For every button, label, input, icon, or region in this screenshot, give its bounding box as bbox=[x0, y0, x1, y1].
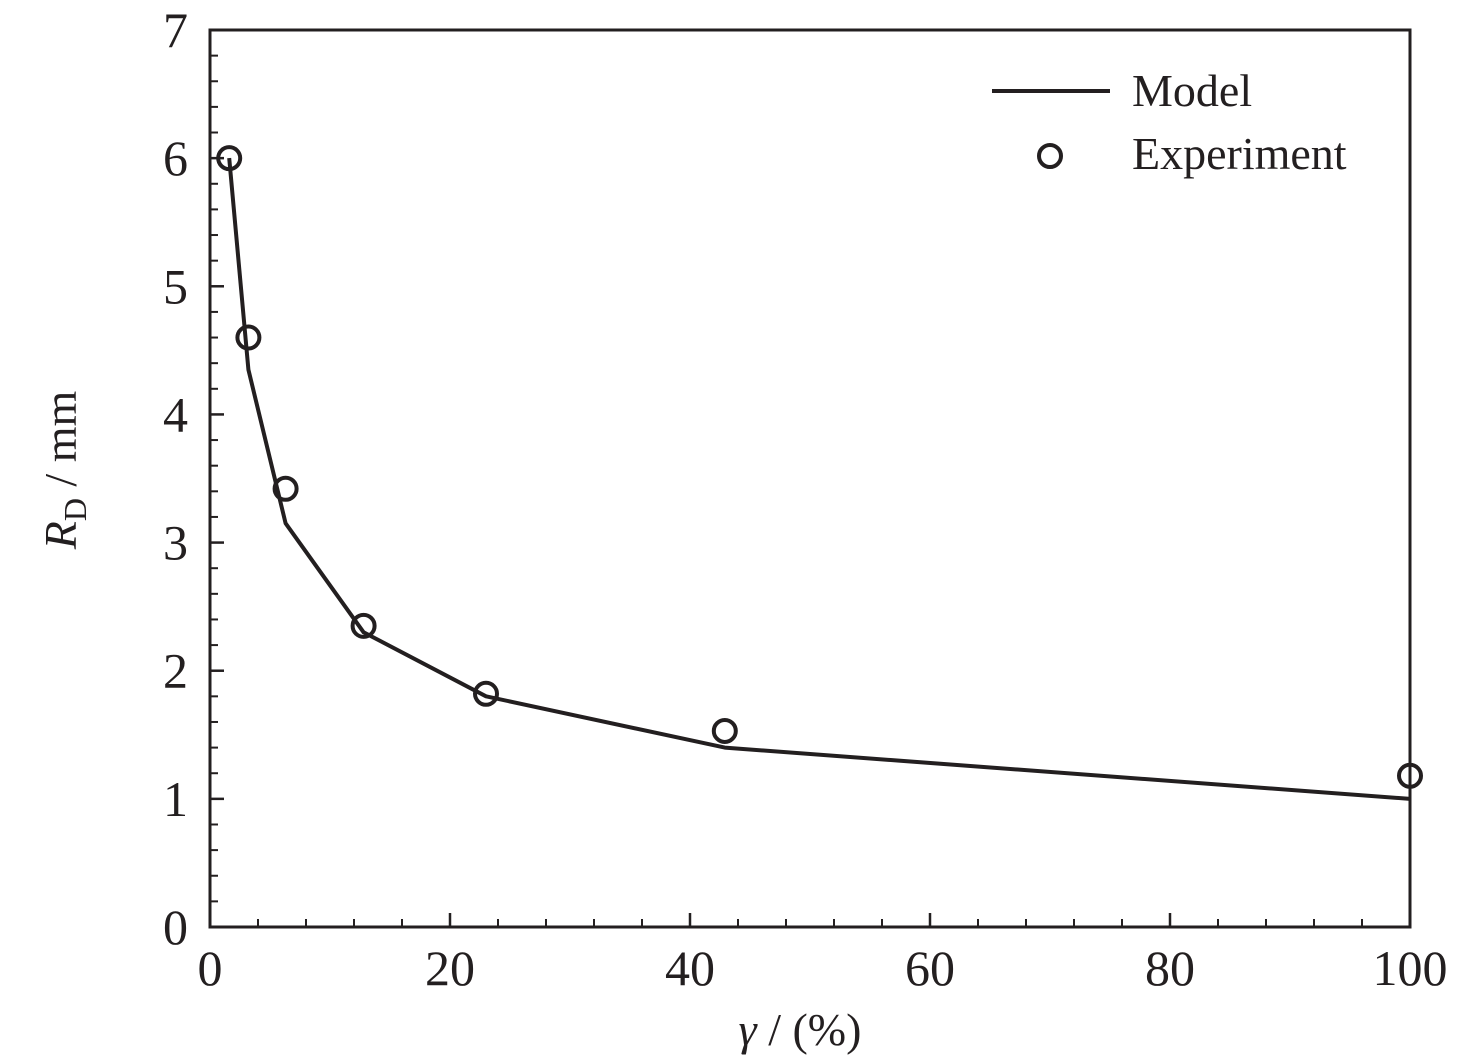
experiment-point bbox=[473, 680, 499, 707]
y-axis-title-unit: / mm bbox=[35, 391, 86, 499]
x-tick-label: 60 bbox=[905, 940, 955, 996]
x-axis-title: γ / (%) bbox=[739, 1004, 862, 1055]
legend-experiment-marker bbox=[1037, 143, 1063, 169]
x-tick-label: 80 bbox=[1145, 940, 1195, 996]
plot-frame bbox=[208, 28, 1412, 929]
y-tick-label: 7 bbox=[163, 2, 188, 58]
x-axis-title-symbol: γ bbox=[739, 1004, 759, 1055]
x-tick-labels: 0 20 40 60 80 100 bbox=[198, 940, 1448, 996]
y-tick-label: 3 bbox=[163, 515, 188, 571]
legend-experiment-label: Experiment bbox=[1132, 128, 1347, 179]
y-tick-label: 2 bbox=[163, 643, 188, 699]
y-axis-title-subscript: D bbox=[57, 498, 93, 521]
x-tick-label: 40 bbox=[665, 940, 715, 996]
experiment-point bbox=[272, 475, 299, 502]
experiment-point bbox=[350, 612, 377, 639]
major-ticks bbox=[210, 156, 1172, 927]
experiment-point bbox=[235, 324, 262, 351]
series-layer bbox=[216, 145, 1423, 801]
y-tick-label: 6 bbox=[163, 130, 188, 186]
x-tick-label: 0 bbox=[198, 940, 223, 996]
y-tick-label: 1 bbox=[163, 771, 188, 827]
experiment-point bbox=[711, 717, 738, 744]
y-tick-label: 0 bbox=[163, 899, 188, 955]
y-axis-title: RD / mm bbox=[35, 391, 93, 551]
x-tick-label: 100 bbox=[1373, 940, 1448, 996]
legend: Model Experiment bbox=[992, 65, 1347, 179]
model-line bbox=[227, 157, 1411, 801]
y-tick-labels: 0 1 2 3 4 5 6 7 bbox=[163, 2, 188, 955]
legend-model-label: Model bbox=[1132, 65, 1252, 116]
x-tick-label: 20 bbox=[425, 940, 475, 996]
minor-ticks bbox=[210, 54, 1363, 927]
experiment-point bbox=[216, 145, 243, 172]
y-tick-label: 5 bbox=[163, 258, 188, 314]
y-axis-title-symbol: R bbox=[35, 521, 86, 550]
experiment-point bbox=[1397, 762, 1423, 789]
y-tick-label: 4 bbox=[163, 386, 188, 442]
x-axis-title-unit: / (%) bbox=[757, 1004, 862, 1055]
